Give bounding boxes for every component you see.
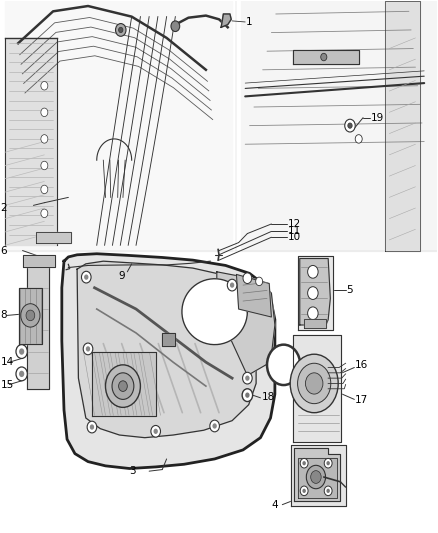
Circle shape bbox=[26, 310, 35, 321]
Circle shape bbox=[267, 345, 300, 385]
Circle shape bbox=[210, 420, 219, 432]
Circle shape bbox=[116, 23, 126, 36]
Polygon shape bbox=[77, 261, 256, 438]
Circle shape bbox=[345, 119, 355, 132]
Circle shape bbox=[290, 354, 338, 413]
Circle shape bbox=[307, 307, 318, 320]
Polygon shape bbox=[19, 288, 42, 344]
Circle shape bbox=[83, 343, 93, 355]
Circle shape bbox=[302, 489, 306, 493]
Circle shape bbox=[87, 421, 97, 433]
Circle shape bbox=[311, 471, 321, 483]
Circle shape bbox=[86, 346, 90, 352]
Text: 8: 8 bbox=[1, 310, 7, 320]
Circle shape bbox=[106, 365, 141, 407]
Circle shape bbox=[355, 135, 362, 143]
Polygon shape bbox=[385, 1, 420, 251]
Text: 3: 3 bbox=[130, 466, 136, 476]
Polygon shape bbox=[237, 274, 272, 317]
Circle shape bbox=[348, 123, 352, 128]
Circle shape bbox=[324, 458, 332, 468]
Text: 10: 10 bbox=[288, 232, 300, 243]
Circle shape bbox=[227, 279, 237, 291]
Polygon shape bbox=[22, 255, 55, 266]
Circle shape bbox=[16, 367, 27, 381]
Text: 9: 9 bbox=[119, 271, 125, 280]
Circle shape bbox=[84, 274, 88, 280]
Polygon shape bbox=[92, 352, 155, 416]
Polygon shape bbox=[5, 38, 57, 245]
Circle shape bbox=[324, 486, 332, 496]
Polygon shape bbox=[27, 256, 49, 389]
Text: 2: 2 bbox=[1, 203, 7, 213]
Polygon shape bbox=[182, 279, 247, 345]
Text: 6: 6 bbox=[1, 246, 7, 255]
Polygon shape bbox=[294, 448, 340, 502]
Polygon shape bbox=[297, 458, 337, 498]
Polygon shape bbox=[162, 333, 175, 346]
Polygon shape bbox=[221, 14, 231, 27]
Circle shape bbox=[326, 461, 330, 465]
Circle shape bbox=[256, 277, 263, 286]
Circle shape bbox=[81, 271, 91, 283]
Circle shape bbox=[16, 345, 27, 359]
Circle shape bbox=[112, 373, 134, 399]
Polygon shape bbox=[35, 232, 71, 243]
Circle shape bbox=[19, 370, 24, 377]
Circle shape bbox=[243, 273, 252, 284]
Text: 19: 19 bbox=[371, 112, 384, 123]
Text: 14: 14 bbox=[1, 357, 14, 367]
Circle shape bbox=[300, 458, 308, 468]
Circle shape bbox=[41, 82, 48, 90]
Circle shape bbox=[245, 392, 250, 398]
Circle shape bbox=[119, 27, 123, 33]
Text: 5: 5 bbox=[346, 286, 353, 295]
Text: 11: 11 bbox=[288, 227, 301, 237]
Circle shape bbox=[242, 389, 253, 401]
Polygon shape bbox=[293, 50, 359, 64]
Polygon shape bbox=[293, 335, 341, 442]
Circle shape bbox=[302, 461, 306, 465]
Polygon shape bbox=[291, 445, 346, 506]
Text: 4: 4 bbox=[271, 499, 278, 510]
Text: 7: 7 bbox=[307, 357, 314, 367]
Polygon shape bbox=[5, 1, 232, 251]
Circle shape bbox=[307, 287, 318, 300]
Text: 12: 12 bbox=[288, 219, 301, 229]
Circle shape bbox=[212, 423, 217, 429]
Circle shape bbox=[21, 304, 40, 327]
Circle shape bbox=[41, 108, 48, 117]
Text: 18: 18 bbox=[261, 392, 275, 402]
Polygon shape bbox=[217, 272, 275, 375]
Circle shape bbox=[321, 53, 327, 61]
Circle shape bbox=[41, 185, 48, 193]
Circle shape bbox=[245, 375, 250, 381]
Circle shape bbox=[326, 489, 330, 493]
Circle shape bbox=[41, 209, 48, 217]
Circle shape bbox=[171, 21, 180, 31]
Circle shape bbox=[307, 265, 318, 278]
Circle shape bbox=[297, 364, 331, 403]
Circle shape bbox=[90, 424, 94, 430]
Circle shape bbox=[305, 373, 323, 394]
Polygon shape bbox=[304, 319, 326, 328]
Circle shape bbox=[19, 349, 24, 355]
Circle shape bbox=[230, 282, 234, 288]
Polygon shape bbox=[241, 1, 437, 251]
Polygon shape bbox=[62, 254, 275, 469]
Polygon shape bbox=[300, 259, 330, 325]
Polygon shape bbox=[297, 256, 332, 330]
Circle shape bbox=[41, 161, 48, 169]
Text: 16: 16 bbox=[355, 360, 368, 370]
Text: 1: 1 bbox=[246, 17, 253, 27]
Circle shape bbox=[119, 381, 127, 391]
Circle shape bbox=[300, 486, 308, 496]
Circle shape bbox=[243, 372, 252, 384]
Circle shape bbox=[151, 425, 160, 437]
Text: 17: 17 bbox=[355, 395, 368, 406]
Circle shape bbox=[306, 465, 325, 489]
Circle shape bbox=[153, 429, 158, 434]
Text: 15: 15 bbox=[1, 379, 14, 390]
Circle shape bbox=[41, 135, 48, 143]
